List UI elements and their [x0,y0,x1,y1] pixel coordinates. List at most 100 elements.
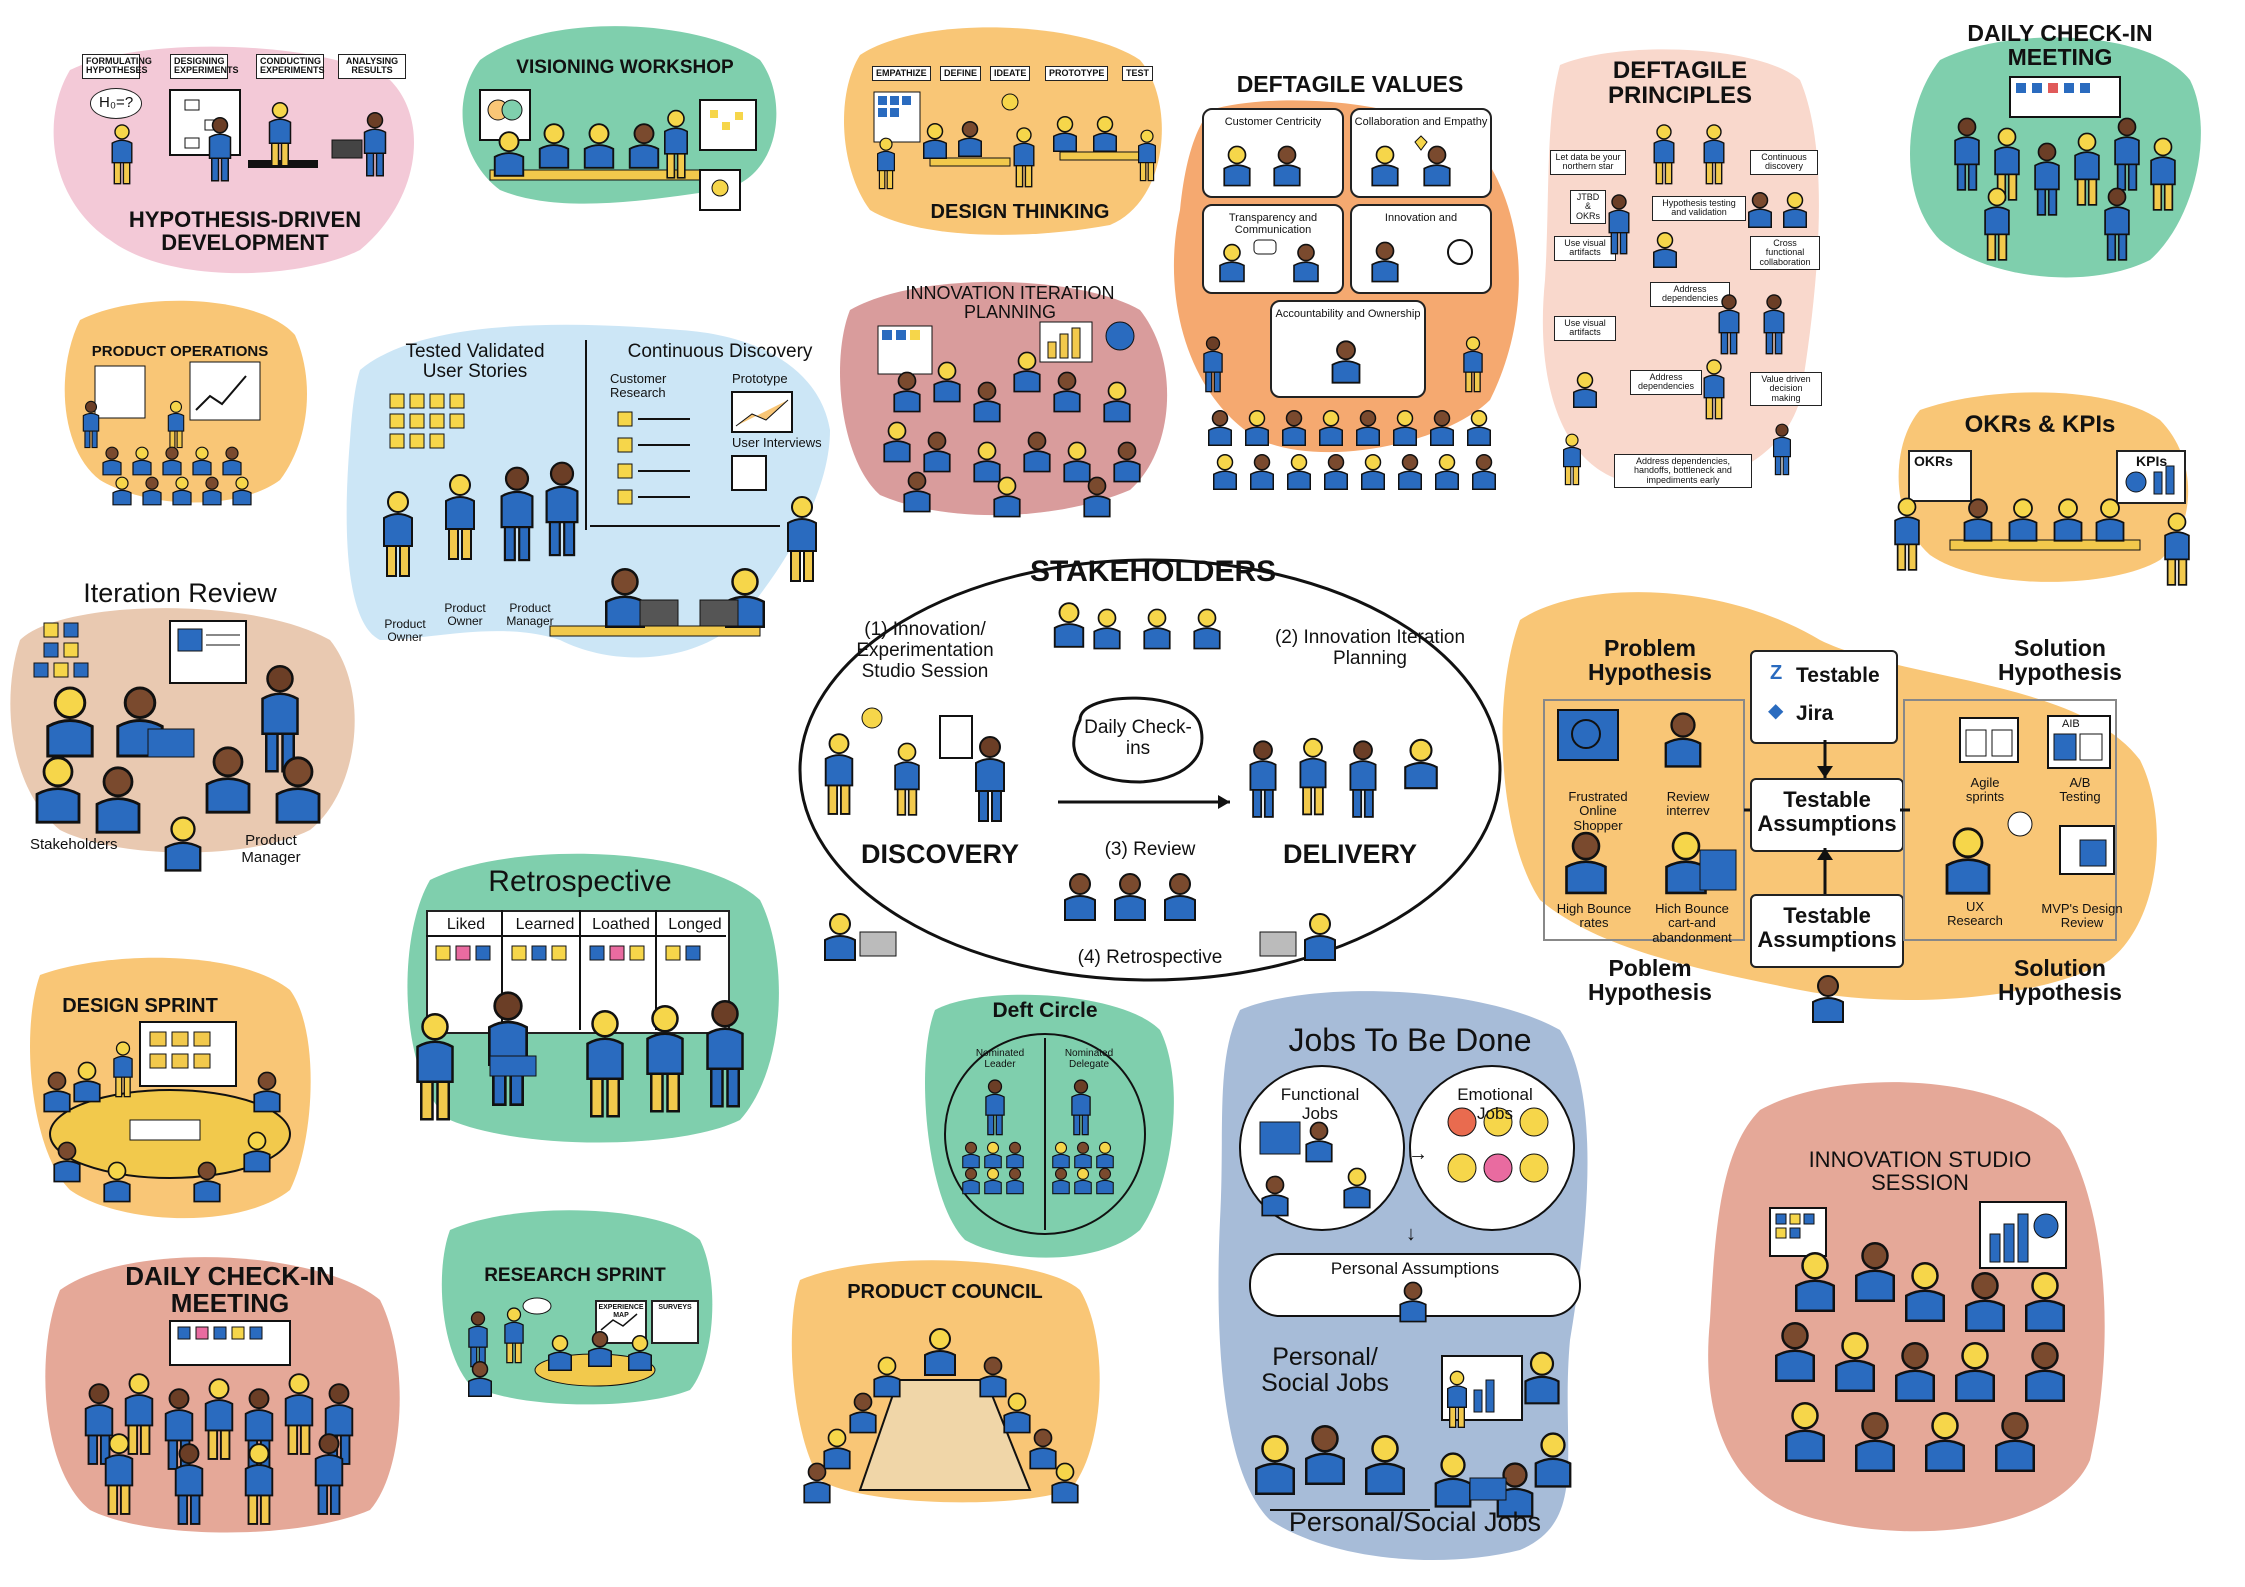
step-formulating: FORMULATING HYPOTHESES [82,54,152,79]
innovation-studio-title: INNOVATION STUDIO SESSION [1808,1147,2032,1196]
value-innovation: Innovation and [1350,204,1492,294]
emotional-jobs-label: Emotional Jobs [1457,1085,1533,1123]
center-review: (3) Review [1104,839,1196,860]
stage-ideate: IDEATE [990,66,1031,82]
panel-deft-circle: Deft Circle Nominated Leader Nominated D… [920,990,1180,1270]
center-innovation: (1) Innovation/ Experimentation Studio S… [856,619,994,682]
values-people [1203,135,1497,491]
principles-people [1562,124,1808,486]
retro-board [426,910,730,1034]
prototype-label: Prototype [732,371,788,386]
design-thinking-title: DESIGN THINKING [930,201,1110,223]
solution-hypothesis-top: Solution Hypothesis [1998,635,2122,686]
center-retro: (4) Retrospective [1077,947,1223,968]
panel-product-ops: PRODUCT OPERATIONS [60,300,320,510]
panel-principles: DEFTAGILE PRINCIPLES Let data be your no… [1540,50,1822,500]
deft-circle-graphic [944,1033,1146,1235]
principle-continuous: Continuous discovery [1750,150,1818,175]
principle-value-driven: Value driven decision making [1750,372,1822,407]
product-council-title: PRODUCT COUNCIL [847,1281,1043,1303]
testable-logo-icon: Z [1770,662,1783,684]
blob-hypothesis [53,46,414,274]
design-thinking-scene [873,91,1157,190]
principle-cross-functional: Cross functional collaboration [1750,236,1820,271]
center-cycle-graphic [798,558,1502,982]
panel-daily-bottom: DAILY CHECK-IN MEETING [60,1255,400,1545]
hich-bounce-label: Hich Bounce cart-and abandonment [1652,901,1732,945]
blob-product-ops [64,300,307,503]
validated-title: Tested Validated User Stories [405,341,545,382]
retro-col-liked: Liked [446,916,486,933]
user-interviews-label: User Interviews [732,435,822,450]
research-sprint-scene [467,1297,656,1398]
panel-iteration-planning: INNOVATION ITERATION PLANNING [860,270,1160,520]
panel-research-sprint: RESEARCH SPRINT EXPERIENCE MAP SURVEYS [445,1230,715,1410]
values-title: DEFTAGILE VALUES [1236,71,1464,97]
deft-circle-title: Deft Circle [992,999,1098,1022]
panel-hypothesis: FORMULATING HYPOTHESES DESIGNING EXPERIM… [0,0,450,270]
nominated-leader-label: Nominated Leader [975,1048,1025,1070]
principle-address-early: Address dependencies, handoffs, bottlene… [1614,454,1752,489]
panel-iteration-review: Iteration Review Stakeholders Product Ma… [0,575,350,875]
tools-box: Testable Jira Z ◆ [1750,650,1898,744]
panel-testable: Problem Hypothesis Solution Hypothesis T… [1540,630,2180,1050]
problem-hypothesis-top: Problem Hypothesis [1588,635,1712,686]
center-stakeholders: STAKEHOLDERS [1030,555,1277,588]
step-conducting: CONDUCTING EXPERIMENTS [256,54,325,79]
panel-innovation-studio: INNOVATION STUDIO SESSION [1740,1130,2110,1510]
step-designing: DESIGNING EXPERIMENTS [170,54,239,79]
iteration-planning-scene [877,321,1141,518]
functional-jobs-label: Functional Jobs [1280,1085,1360,1123]
testable-graphic [1543,699,2117,1024]
okrs-title: OKRs & KPIs [1964,411,2116,438]
jtbd-title: Jobs To Be Done [1288,1022,1532,1058]
jtbd-footer: Personal/Social Jobs [1288,1507,1542,1537]
daily-bottom-title: DAILY CHECK-IN MEETING [125,1261,335,1319]
design-sprint-scene [43,1021,291,1203]
panel-product-council: PRODUCT COUNCIL [780,1270,1110,1510]
continuous-title: Continuous Discovery [627,341,813,362]
center-daily: Daily Check-ins [1084,717,1192,759]
stage-prototype: PROTOTYPE [1045,66,1109,82]
solution-hypothesis-bottom: Solution Hypothesis [1998,955,2122,1006]
panel-okrs: OKRs & KPIs OKRs KPIs [1880,400,2210,600]
okrs-board: OKRs [1908,450,1972,502]
frustrated-label: Frustrated Online Shopper [1568,789,1628,833]
step-analysing: ANALYSING RESULTS [338,54,406,79]
customer-research-label: Customer Research [610,371,667,401]
principles-title: DEFTAGILE PRINCIPLES [1607,57,1753,110]
retro-col-loathed: Loathed [592,916,650,933]
stage-define: DEFINE [940,66,982,82]
hypothesis-bubble: H₀=? [90,88,143,119]
panel-validated: Tested Validated User Stories Continuous… [340,330,840,670]
stage-test: TEST [1122,66,1154,82]
review-interview-label: Review interrev [1666,789,1710,819]
personal-assumptions-label: Personal Assumptions [1330,1259,1500,1278]
jira-logo-icon: ◆ [1768,700,1784,722]
panel-daily-top: DAILY CHECK-IN MEETING [1920,15,2200,285]
center-discovery: DISCOVERY [860,839,1020,869]
innovation-studio-scene [1769,1201,2067,1473]
panel-jtbd: Jobs To Be Done → ↓ Functional Jobs Emot… [1230,1010,1600,1570]
research-sprint-title: RESEARCH SPRINT [484,1265,666,1286]
mvp-review-label: MVP's Design Review [2041,901,2123,931]
visioning-scene [479,89,757,211]
ab-header: AIB [2062,718,2080,730]
product-ops-scene [82,361,261,506]
surveys-board: SURVEYS [651,1300,699,1344]
role-product-owner-1: Product Owner [384,617,426,645]
panel-values: DEFTAGILE VALUES Customer Centricity Col… [1180,60,1520,520]
principle-dependencies-1: Address dependencies [1650,282,1730,307]
center-delivery: DELIVERY [1282,839,1418,869]
stakeholders-label: Stakeholders [30,836,118,853]
role-product-manager: Product Manager [506,601,554,629]
role-product-owner-2: Product Owner [444,601,486,629]
nominated-delegate-label: Nominated Delegate [1064,1048,1114,1070]
panel-retrospective: Retrospective Liked Learned Loathed Long… [390,860,770,1140]
svg-text:↓: ↓ [1406,1223,1416,1245]
jira-tool: Jira [1796,702,1834,725]
ab-testing-label: A/B Testing [2059,775,2101,805]
hypothesis-title: HYPOTHESIS-DRIVEN DEVELOPMENT [128,207,362,256]
hypothesis-scene [111,89,387,185]
product-ops-title: PRODUCT OPERATIONS [91,343,269,360]
